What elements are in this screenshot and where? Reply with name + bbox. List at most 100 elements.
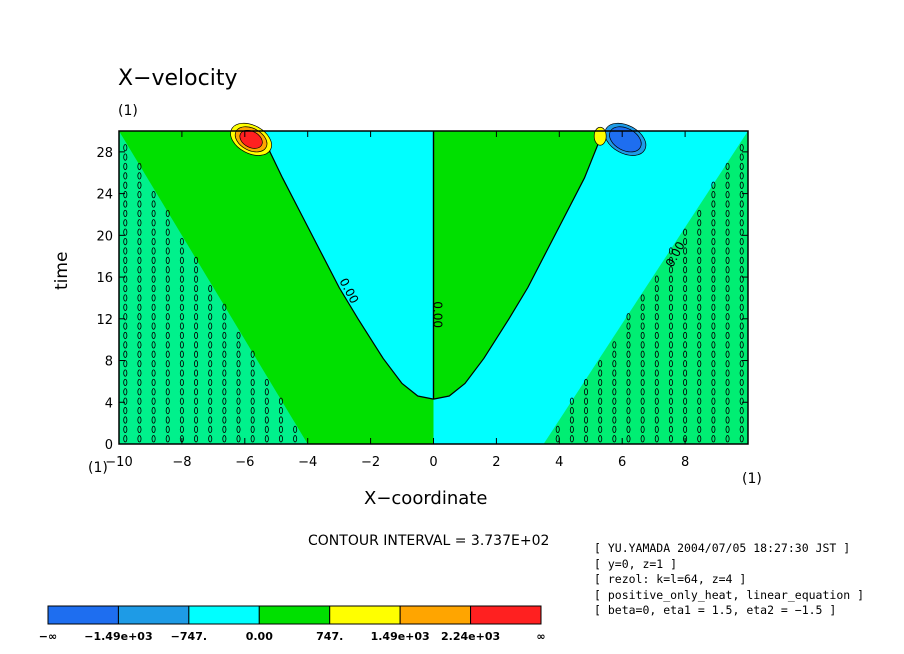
oscillation-contour <box>739 219 744 227</box>
oscillation-contour <box>626 331 631 340</box>
oscillation-contour <box>711 369 716 377</box>
oscillation-contour <box>711 341 716 349</box>
oscillation-contour <box>123 144 128 152</box>
oscillation-contour <box>725 172 730 180</box>
oscillation-contour <box>654 322 659 330</box>
oscillation-contour <box>151 360 156 368</box>
oscillation-contour <box>697 322 702 330</box>
oscillation-contour <box>137 247 142 255</box>
oscillation-contour <box>179 416 184 424</box>
oscillation-contour <box>123 247 128 255</box>
oscillation-contour <box>626 397 631 405</box>
oscillation-contour <box>725 303 730 311</box>
oscillation-contour <box>739 294 744 302</box>
oscillation-contour <box>711 191 716 199</box>
oscillation-contour <box>123 425 128 433</box>
oscillation-contour <box>683 313 688 321</box>
oscillation-contour <box>208 407 213 415</box>
oscillation-contour <box>697 341 702 349</box>
oscillation-contour <box>222 369 227 377</box>
oscillation-contour <box>137 191 142 199</box>
oscillation-contour <box>683 378 688 387</box>
oscillation-contour <box>725 331 730 340</box>
oscillation-contour <box>151 331 156 340</box>
oscillation-contour <box>137 275 142 283</box>
oscillation-contour <box>668 407 673 415</box>
oscillation-contour <box>194 435 199 443</box>
oscillation-contour <box>278 435 283 443</box>
oscillation-contour <box>250 416 255 424</box>
oscillation-contour <box>683 322 688 330</box>
oscillation-contour <box>584 407 589 415</box>
title-units: (1) <box>118 103 138 119</box>
oscillation-contour <box>179 378 184 387</box>
x-tick-label: −6 <box>235 455 254 470</box>
oscillation-contour <box>569 397 574 405</box>
oscillation-contour <box>123 219 128 227</box>
oscillation-contour <box>236 416 241 424</box>
oscillation-contour <box>739 237 744 246</box>
oscillation-contour <box>697 256 702 264</box>
oscillation-contour <box>222 303 227 311</box>
oscillation-contour <box>165 247 170 255</box>
oscillation-contour <box>654 369 659 377</box>
oscillation-contour <box>236 341 241 349</box>
oscillation-contour <box>697 209 702 218</box>
oscillation-contour <box>151 388 156 396</box>
oscillation-contour <box>123 341 128 349</box>
oscillation-contour <box>179 322 184 330</box>
colorbar-label: 747. <box>316 630 343 643</box>
oscillation-contour <box>264 407 269 415</box>
oscillation-contour <box>250 397 255 405</box>
oscillation-contour <box>137 228 142 236</box>
oscillation-contour <box>222 397 227 405</box>
oscillation-contour <box>739 388 744 396</box>
oscillation-contour <box>165 219 170 227</box>
oscillation-contour <box>739 284 744 293</box>
oscillation-contour <box>555 425 560 433</box>
oscillation-contour <box>222 388 227 396</box>
oscillation-contour <box>598 378 603 387</box>
oscillation-contour <box>697 416 702 424</box>
oscillation-contour <box>683 294 688 302</box>
oscillation-contour <box>179 294 184 302</box>
oscillation-contour <box>626 350 631 358</box>
oscillation-contour <box>123 407 128 415</box>
oscillation-contour <box>584 378 589 387</box>
oscillation-contour <box>208 397 213 405</box>
oscillation-contour <box>711 181 716 189</box>
oscillation-contour <box>654 416 659 424</box>
oscillation-contour <box>208 435 213 443</box>
oscillation-contour <box>151 341 156 349</box>
oscillation-contour <box>151 313 156 321</box>
oscillation-contour <box>151 200 156 208</box>
oscillation-contour <box>683 369 688 377</box>
oscillation-contour <box>725 435 730 443</box>
y-tick-label: 28 <box>96 146 113 161</box>
oscillation-contour <box>236 407 241 415</box>
oscillation-contour <box>151 425 156 433</box>
zero-contour-left <box>263 130 434 400</box>
x-tick-label: −2 <box>361 455 380 470</box>
oscillation-contour <box>165 275 170 283</box>
oscillation-contour <box>668 360 673 368</box>
oscillation-contour <box>179 313 184 321</box>
oscillation-contour <box>711 200 716 208</box>
colorbar: −∞ −1.49e+03 −747. 0.00 747. 1.49e+03 2.24e+03… <box>39 605 546 643</box>
oscillation-contour <box>739 247 744 255</box>
info-line: [ rezol: k=l=64, z=4 ] <box>594 572 747 587</box>
oscillation-contour <box>194 266 199 274</box>
oscillation-contour <box>711 228 716 236</box>
oscillation-contour <box>612 425 617 433</box>
oscillation-contour <box>640 303 645 311</box>
oscillation-contour <box>584 416 589 424</box>
oscillation-contour <box>697 350 702 358</box>
oscillation-contour <box>123 237 128 246</box>
oscillation-contour <box>123 200 128 208</box>
x-tick-label: −8 <box>172 455 191 470</box>
oscillation-contour <box>697 247 702 255</box>
oscillation-contour <box>654 303 659 311</box>
oscillation-contour <box>123 266 128 274</box>
oscillation-contour <box>668 247 673 255</box>
